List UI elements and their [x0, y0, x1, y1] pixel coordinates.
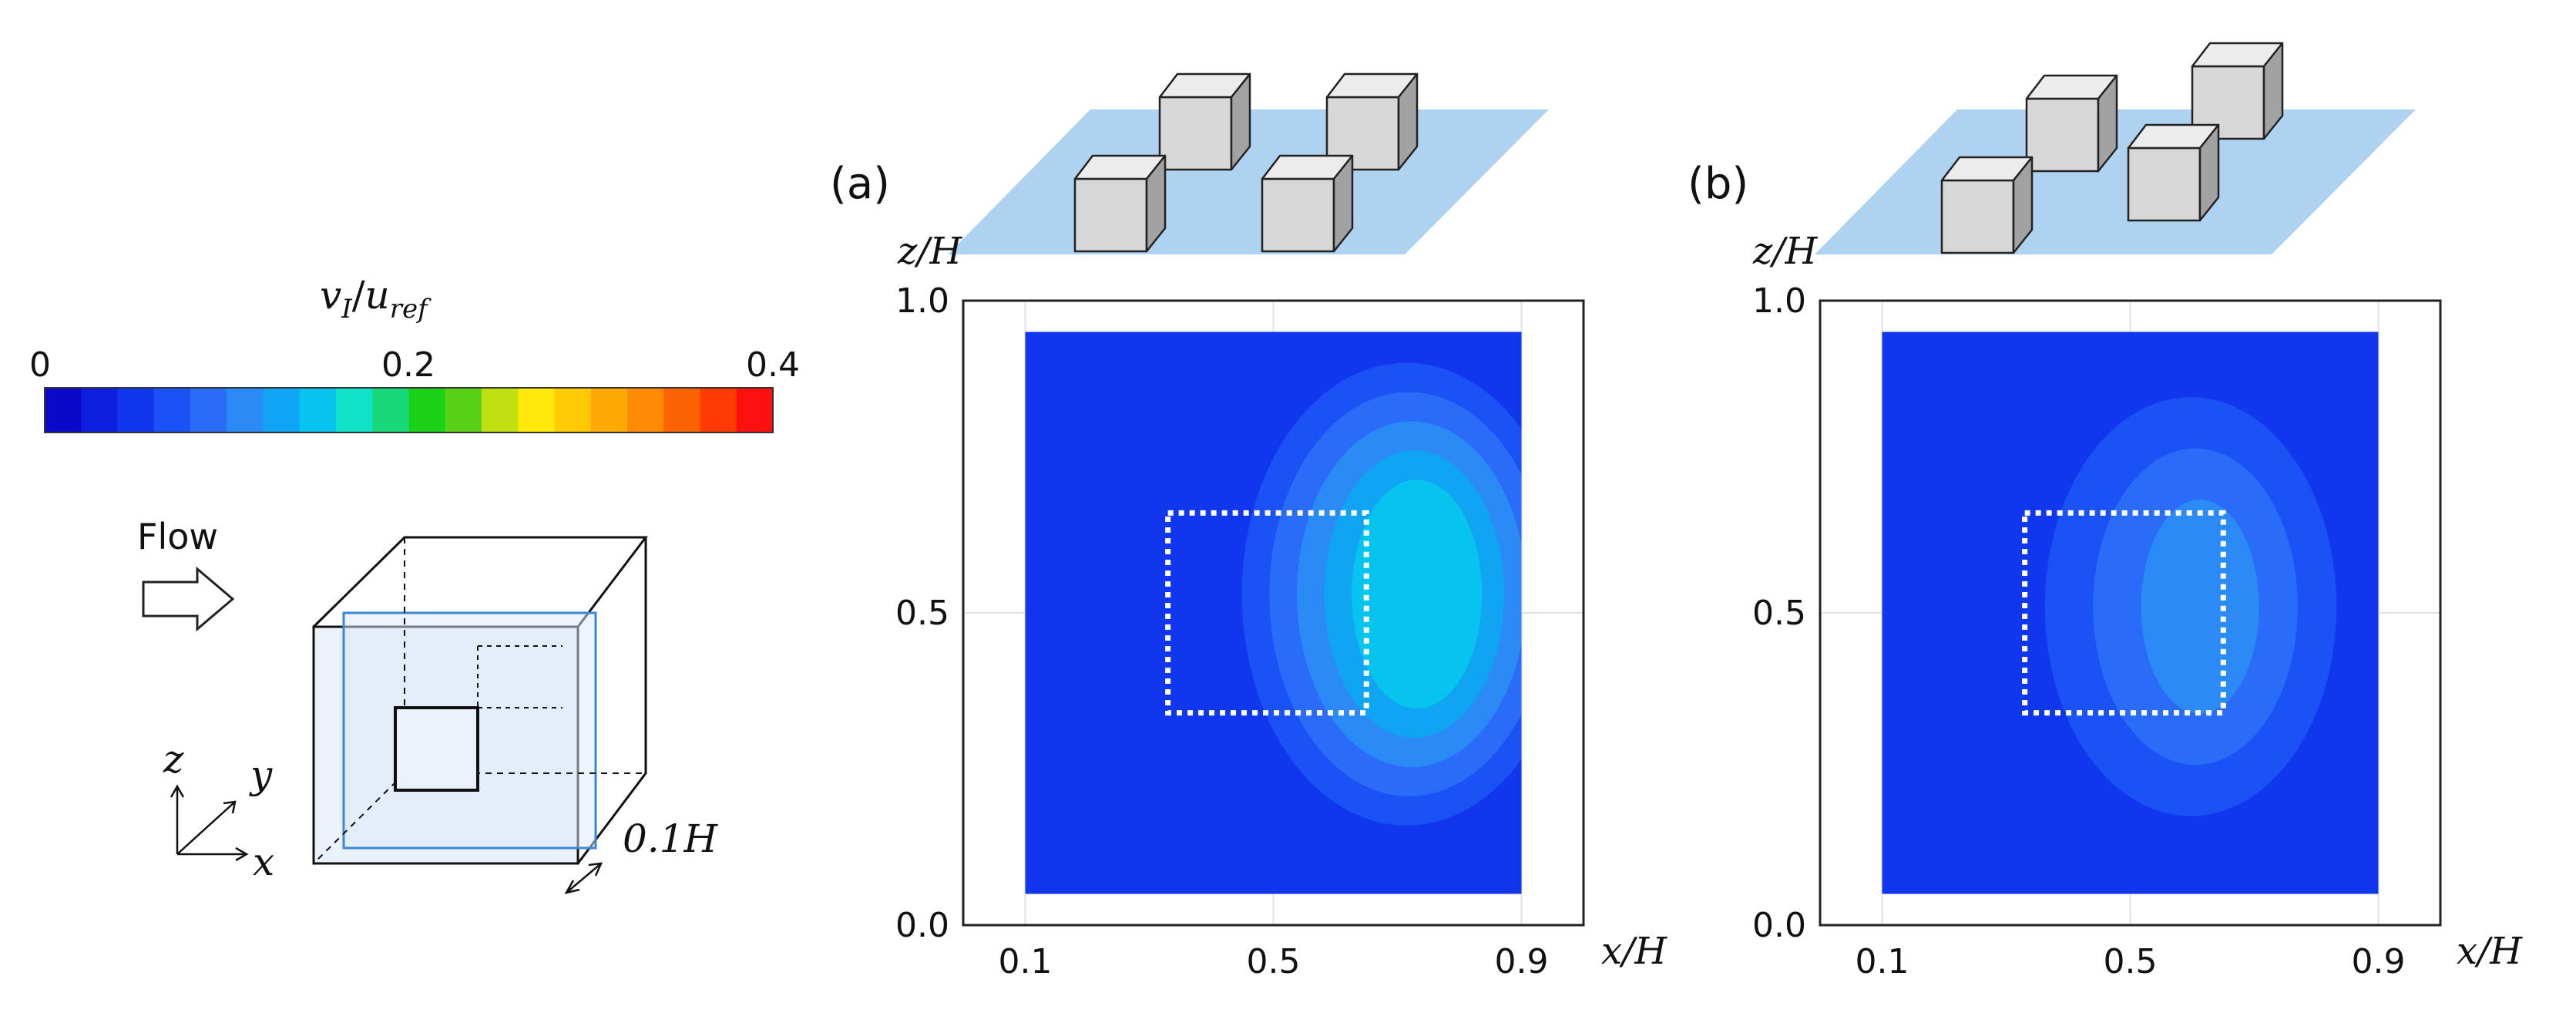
colorbar-swatch	[700, 388, 737, 432]
cube-schematic: 0.1H	[312, 536, 719, 894]
panel-a: (a) z/H x/H 0.1 0.5 0.9 0.0 0.5 1.0	[830, 72, 1668, 981]
colorbar-swatch	[408, 388, 446, 432]
colorbar: vI/uref 0 0.2 0.4	[29, 273, 800, 433]
window-outline	[1165, 510, 1369, 716]
y-tick-label: 0.0	[1752, 906, 1806, 945]
hidden-edge-diagonal	[313, 772, 405, 864]
colorbar-frame	[44, 387, 774, 433]
colorbar-swatch	[372, 388, 409, 432]
colorbar-swatch	[336, 388, 373, 432]
panel-b: (b) z/H x/H 0.1 0.5 0.9 0.0 0.5 1.0	[1688, 42, 2523, 981]
x-tick-label: 0.9	[2352, 942, 2406, 981]
y-tick-label: 0.0	[895, 906, 949, 945]
colorbar-swatch	[263, 388, 301, 432]
colorbar-swatch	[736, 388, 774, 432]
x-tick-label: 0.5	[2104, 942, 2158, 981]
colorbar-title: vI/uref	[320, 273, 432, 325]
y-tick-label: 0.5	[1752, 594, 1806, 633]
sampling-window	[394, 706, 479, 792]
thickness-arrow-icon	[564, 862, 603, 894]
axis-label-z: z	[163, 737, 184, 782]
colorbar-swatch	[117, 388, 155, 432]
y-tick-label: 1.0	[1752, 281, 1806, 321]
cube-icon	[1940, 156, 2034, 254]
cube-top-edges	[312, 536, 649, 628]
cube-icon	[2025, 74, 2118, 173]
cube-icon	[2127, 123, 2220, 222]
panel-a-layout-icon	[948, 72, 1549, 254]
panel-b-label: (b)	[1688, 159, 1748, 209]
cube-icon	[2191, 42, 2284, 140]
colorbar-swatches	[45, 388, 774, 432]
x-tick-label: 0.5	[1247, 942, 1301, 981]
panel-b-layout-icon	[1815, 42, 2416, 254]
panel-a-plot: 0.1 0.5 0.9 0.0 0.5 1.0	[895, 281, 1585, 981]
colorbar-swatch	[227, 388, 264, 432]
coordinate-axes: z y x	[163, 737, 274, 884]
panel-b-ylabel: z/H	[1752, 230, 1818, 273]
contour-field	[1025, 331, 1522, 894]
cube-side-edges	[576, 537, 647, 864]
flow-label: Flow	[137, 516, 218, 557]
contour-level	[2141, 500, 2259, 714]
colorbar-swatch	[190, 388, 227, 432]
x-tick-label: 0.1	[999, 942, 1053, 981]
flow-arrow-icon	[142, 566, 235, 632]
flow-indicator: Flow	[137, 516, 235, 632]
y-tick-label: 1.0	[895, 281, 949, 321]
cube-icon	[1325, 72, 1419, 171]
cube-icon	[1261, 154, 1354, 253]
plot-frame	[962, 299, 1585, 927]
y-axis-arrow	[176, 801, 236, 855]
panel-a-label: (a)	[830, 159, 890, 209]
colorbar-max-label: 0.4	[746, 345, 800, 385]
contour-field	[1882, 331, 2379, 894]
panel-a-ylabel: z/H	[897, 230, 962, 273]
colorbar-swatch	[45, 388, 82, 432]
colorbar-swatch	[445, 388, 482, 432]
x-tick-label: 0.9	[1495, 942, 1549, 981]
panel-b-xlabel: x/H	[2457, 930, 2523, 973]
axis-label-x: x	[253, 840, 274, 884]
y-tick-label: 0.5	[895, 594, 949, 633]
window-outline	[2022, 510, 2226, 716]
colorbar-swatch	[554, 388, 592, 432]
colorbar-swatch	[627, 388, 664, 432]
thickness-label: 0.1H	[623, 816, 719, 861]
cube-icon	[1158, 72, 1251, 171]
colorbar-swatch	[299, 388, 337, 432]
colorbar-swatch	[81, 388, 118, 432]
cube-icon	[1073, 154, 1167, 253]
colorbar-swatch	[663, 388, 700, 432]
axis-label-y: y	[249, 752, 273, 797]
panel-a-xlabel: x/H	[1601, 930, 1668, 973]
colorbar-swatch	[482, 388, 519, 432]
colorbar-mid-label: 0.2	[381, 345, 435, 385]
panel-b-plot: 0.1 0.5 0.9 0.0 0.5 1.0	[1752, 281, 2442, 981]
colorbar-swatch	[590, 388, 628, 432]
contour-level	[1379, 509, 1460, 680]
colorbar-swatch	[153, 388, 191, 432]
plot-frame	[1819, 299, 2442, 927]
colorbar-min-label: 0	[29, 345, 51, 385]
x-tick-label: 0.1	[1856, 942, 1909, 981]
colorbar-swatch	[518, 388, 555, 432]
